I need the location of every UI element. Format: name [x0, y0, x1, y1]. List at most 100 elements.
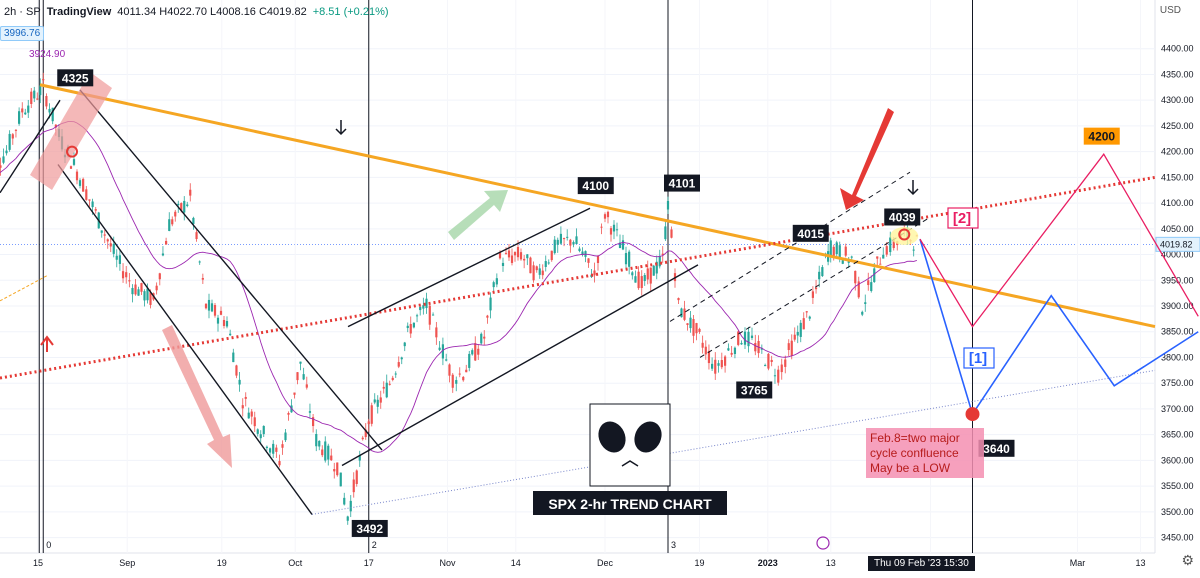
candle-body — [652, 265, 655, 276]
candle-body — [723, 356, 727, 366]
price-label-text: 4200 — [1088, 130, 1115, 144]
candle-body — [683, 308, 686, 320]
candle-body — [201, 278, 204, 280]
currency-label[interactable]: USD — [1159, 5, 1181, 16]
candle-body — [256, 429, 259, 434]
candle-body — [161, 253, 165, 256]
candle-body — [219, 310, 223, 315]
candle-body — [91, 201, 94, 208]
candle-body — [677, 298, 680, 301]
candle-body — [186, 204, 189, 207]
candle-body — [358, 455, 361, 461]
platform-label: TradingView — [46, 6, 112, 18]
down-arrow-head-icon — [335, 128, 347, 136]
candle-body — [628, 251, 631, 267]
candle-body — [711, 363, 714, 369]
candle-body — [131, 287, 134, 295]
candle-body — [30, 91, 33, 104]
candle-body — [272, 443, 275, 454]
candle-body — [140, 283, 143, 292]
candle-body — [854, 270, 857, 284]
candle-body — [882, 254, 885, 259]
time-tick-label: 19 — [217, 558, 227, 568]
candle-body — [192, 217, 195, 224]
candle-body — [750, 335, 754, 339]
candle-body — [646, 268, 649, 280]
candle-body — [69, 166, 73, 169]
candle-body — [225, 321, 229, 327]
main-downtrend-line — [39, 83, 1156, 329]
candle-body — [364, 429, 367, 438]
candle-body — [698, 328, 701, 332]
candle-body — [550, 250, 553, 261]
price-label-text: 3640 — [983, 442, 1010, 456]
side-label-2: 3924.90 — [29, 49, 66, 60]
down-channel-upper — [79, 89, 383, 451]
candle-body — [284, 432, 287, 441]
candle-body — [229, 333, 232, 336]
candle-body — [204, 303, 208, 309]
marker-circle — [66, 145, 78, 158]
candle-body — [305, 384, 308, 388]
candle-body — [578, 248, 581, 252]
candle-body — [419, 306, 422, 311]
candle-body — [717, 363, 720, 366]
candle-body — [241, 405, 244, 409]
candle-body — [529, 257, 532, 274]
candle-body — [658, 255, 661, 267]
candle-body — [253, 417, 256, 427]
candle-body — [603, 214, 607, 219]
chart-title: SPX 2-hr TREND CHART — [548, 496, 712, 512]
candle-body — [302, 374, 305, 380]
candle-body — [21, 108, 24, 113]
candle-body — [790, 340, 793, 356]
candle-body — [5, 150, 8, 154]
candle-body — [495, 278, 498, 285]
candle-body — [174, 211, 177, 217]
candle-body — [727, 348, 730, 351]
candle-body — [615, 229, 619, 231]
candle-body — [879, 263, 882, 265]
candle-body — [422, 305, 425, 309]
candle-body — [27, 105, 30, 113]
candle-body — [609, 228, 613, 235]
projection-path-1 — [919, 238, 1199, 416]
candle-body — [462, 376, 465, 381]
candle-body — [54, 124, 57, 128]
candle-body — [876, 256, 879, 259]
price-tick-label: 3900.00 — [1161, 301, 1194, 311]
price-label-text: 4101 — [669, 177, 696, 191]
candle-body — [118, 255, 121, 264]
candle-body — [538, 268, 541, 275]
price-tick-label: 4050.00 — [1161, 224, 1194, 234]
candle-body — [666, 200, 670, 210]
candle-body — [624, 253, 628, 265]
symbol-label[interactable]: 2h · SP — [4, 6, 41, 18]
candle-body — [754, 342, 757, 352]
price-label-box — [664, 174, 700, 192]
candle-body — [740, 342, 743, 345]
price-label-box — [884, 208, 921, 226]
candle-body — [207, 299, 211, 311]
candle-body — [391, 377, 394, 380]
candle-body — [519, 252, 523, 260]
lower-dotted-line — [311, 369, 1156, 515]
red-highlight-box — [30, 72, 112, 190]
candle-body — [448, 364, 451, 376]
candle-body — [106, 239, 109, 242]
candle-body — [477, 348, 480, 355]
price-label-text: 4325 — [62, 71, 89, 85]
candle-body — [889, 237, 892, 253]
candle-body — [516, 246, 520, 258]
settings-gear-icon[interactable]: ⚙ — [1181, 552, 1194, 568]
candle-body — [532, 265, 535, 281]
candle-body — [870, 282, 873, 292]
candle-body — [618, 242, 622, 249]
candle-body — [85, 189, 88, 200]
candle-body — [821, 267, 824, 277]
candle-body — [134, 284, 137, 295]
price-label-text: 3765 — [741, 383, 768, 397]
candle-body — [596, 255, 600, 264]
